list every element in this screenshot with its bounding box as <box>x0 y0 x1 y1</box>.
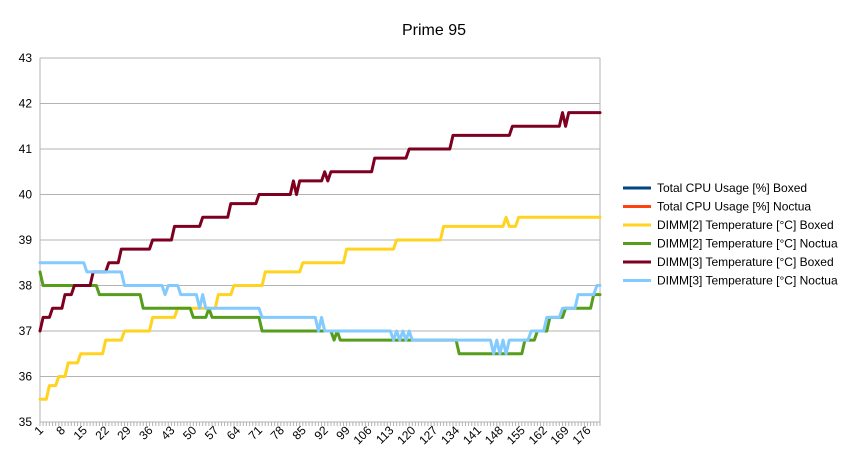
series-line-4 <box>38 111 602 333</box>
series-group <box>38 111 602 401</box>
x-tick-label: 155 <box>504 423 528 447</box>
grid <box>40 57 601 423</box>
y-tick-label: 42 <box>19 97 33 111</box>
y-tick-label: 37 <box>19 324 33 338</box>
y-tick-label: 43 <box>19 51 33 65</box>
y-tick-label: 36 <box>19 370 33 384</box>
x-tick-label: 141 <box>460 423 484 447</box>
legend-label-1: Total CPU Usage [%] Noctua <box>657 200 811 214</box>
x-tick-label: 176 <box>570 423 594 447</box>
x-tick-label: 134 <box>438 423 462 447</box>
y-tick-label: 41 <box>19 142 33 156</box>
y-tick-label: 35 <box>19 415 33 429</box>
x-tick-label: 1 <box>31 423 46 438</box>
legend-label-0: Total CPU Usage [%] Boxed <box>657 181 807 195</box>
x-tick-label: 169 <box>548 423 572 447</box>
series-line-5 <box>38 261 602 356</box>
y-tick-label: 40 <box>19 188 33 202</box>
legend-label-3: DIMM[2] Temperature [°C] Noctua <box>657 237 838 251</box>
x-tick-label: 106 <box>351 423 375 447</box>
x-tick-label: 120 <box>394 423 418 447</box>
series-line-2 <box>38 215 602 401</box>
x-tick-label: 127 <box>416 423 440 447</box>
legend-label-2: DIMM[2] Temperature [°C] Boxed <box>657 218 834 232</box>
x-tick-label: 113 <box>373 423 397 447</box>
chart-title: Prime 95 <box>402 22 466 39</box>
y-tick-label: 38 <box>19 279 33 293</box>
legend-label-5: DIMM[3] Temperature [°C] Noctua <box>657 274 838 288</box>
x-tick-label: 8 <box>53 423 68 438</box>
legend-label-4: DIMM[3] Temperature [°C] Boxed <box>657 255 834 269</box>
x-tick-label: 148 <box>482 423 506 447</box>
legend: Total CPU Usage [%] Boxed Total CPU Usage… <box>623 181 838 288</box>
y-tick-label: 39 <box>19 233 33 247</box>
x-tick-label: 162 <box>526 423 550 447</box>
